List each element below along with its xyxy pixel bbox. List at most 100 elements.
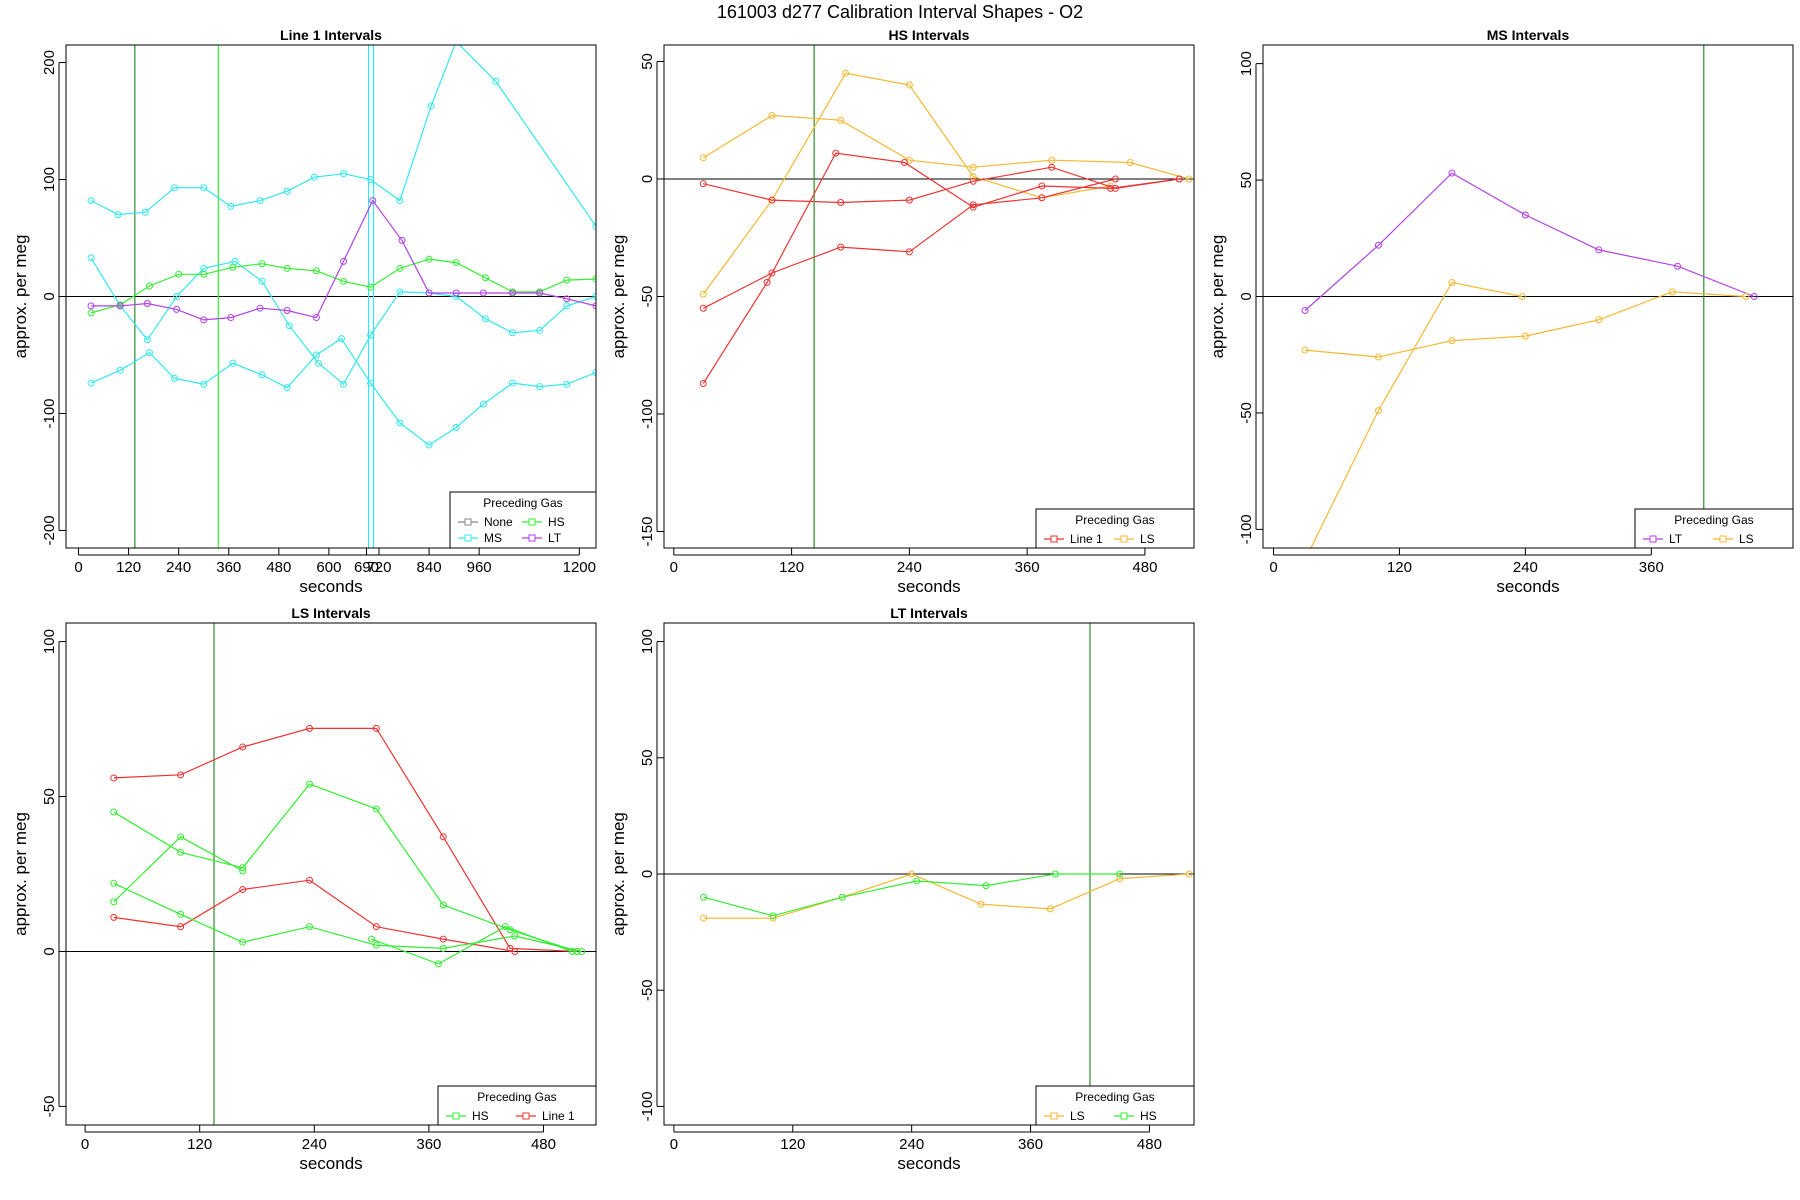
data-point <box>969 173 977 181</box>
legend-box <box>437 1085 597 1126</box>
data-point <box>1185 175 1193 183</box>
legend-title: Preceding Gas <box>1075 513 1154 527</box>
x-tick-label: 0 <box>670 559 678 576</box>
x-tick-label: 240 <box>166 559 191 576</box>
data-point <box>369 197 377 205</box>
panel-title: MS Intervals <box>1487 27 1570 43</box>
data-point <box>563 295 571 303</box>
x-tick-label: 1200 <box>563 559 596 576</box>
data-point <box>568 947 576 955</box>
figure-title: 161003 d277 Calibration Interval Shapes … <box>716 2 1084 22</box>
y-tick-label: -50 <box>639 979 656 1001</box>
data-point <box>1750 293 1758 300</box>
data-point <box>116 302 124 310</box>
data-point <box>1448 169 1456 177</box>
data-point <box>239 885 247 893</box>
data-point <box>175 270 183 278</box>
legend-label: HS <box>472 1109 489 1123</box>
data-point <box>439 935 447 943</box>
data-point <box>905 81 913 89</box>
data-point <box>837 198 845 206</box>
legend-box <box>1634 508 1794 549</box>
y-axis-label: approx. per meg <box>609 812 628 936</box>
data-point <box>1300 561 1306 567</box>
data-point <box>239 938 247 946</box>
x-axis-label: seconds <box>897 1154 960 1173</box>
data-point <box>506 944 514 952</box>
series-line-ls <box>1310 281 1523 548</box>
x-tick-label: 600 <box>316 559 341 576</box>
data-point <box>578 947 586 955</box>
data-point <box>258 260 266 268</box>
y-tick-label: 100 <box>1238 51 1255 76</box>
data-point <box>699 154 707 162</box>
y-tick-label: 100 <box>41 167 58 192</box>
data-point <box>700 914 708 922</box>
data-point <box>536 289 544 297</box>
data-point <box>283 264 291 272</box>
legend: Preceding Gas LT LS <box>1634 508 1794 549</box>
series-line-ls <box>703 873 1190 919</box>
y-tick-label: -50 <box>41 1096 58 1118</box>
data-point <box>110 808 118 816</box>
x-axis-label: seconds <box>897 577 960 596</box>
data-point <box>177 771 185 779</box>
data-point <box>258 277 266 285</box>
legend-swatch-marker <box>1050 1112 1058 1120</box>
data-point <box>1046 905 1054 913</box>
data-point <box>511 947 519 955</box>
data-point <box>87 254 95 262</box>
x-tick-label: 690 <box>354 559 379 576</box>
data-point <box>283 187 291 195</box>
data-point <box>177 833 185 841</box>
data-point <box>110 898 118 906</box>
data-point <box>1301 346 1309 354</box>
y-tick-label: 100 <box>41 629 58 654</box>
y-tick-label: 0 <box>41 947 58 955</box>
data-point <box>143 336 151 344</box>
data-point <box>699 304 707 312</box>
panel-p3: MS Intervals 0 120 240 360 seconds -100 -50 0 50 1… <box>1208 27 1794 596</box>
data-point <box>536 383 544 391</box>
x-tick-label: 240 <box>302 1136 327 1153</box>
data-point <box>340 380 348 388</box>
series-line-ms <box>90 257 596 386</box>
x-tick-label: 960 <box>467 559 492 576</box>
data-point <box>340 170 348 178</box>
panel-title: LS Intervals <box>291 605 371 621</box>
data-point <box>227 314 235 322</box>
data-point <box>306 923 314 931</box>
series-line-line-1 <box>113 727 577 953</box>
data-point <box>173 305 181 313</box>
data-point <box>425 441 433 449</box>
legend-label: MS <box>484 531 502 545</box>
data-point <box>479 289 487 297</box>
x-tick-label: 360 <box>1018 1136 1043 1153</box>
y-tick-label: 0 <box>41 292 58 300</box>
data-point <box>439 901 447 909</box>
data-point <box>200 184 208 192</box>
series-line-hs <box>90 258 596 314</box>
data-point <box>312 314 320 322</box>
legend-label: LT <box>548 531 562 545</box>
x-tick-label: 120 <box>187 1136 212 1153</box>
data-point <box>1674 262 1682 270</box>
data-point <box>396 264 404 272</box>
panel-title: LT Intervals <box>890 605 968 621</box>
x-tick-label: 840 <box>417 559 442 576</box>
data-point <box>367 379 375 387</box>
y-tick-label: -200 <box>41 515 58 545</box>
legend-title: Preceding Gas <box>1075 1090 1154 1104</box>
data-point <box>173 293 181 300</box>
data-point <box>177 923 185 931</box>
data-point <box>396 197 404 205</box>
data-point <box>1448 337 1456 345</box>
series-line-line-1 <box>703 166 1180 204</box>
y-tick-label: -100 <box>41 398 58 428</box>
data-point <box>481 274 489 282</box>
legend-box <box>1035 508 1195 549</box>
data-point <box>1595 246 1603 254</box>
y-tick-label: 50 <box>639 749 656 766</box>
